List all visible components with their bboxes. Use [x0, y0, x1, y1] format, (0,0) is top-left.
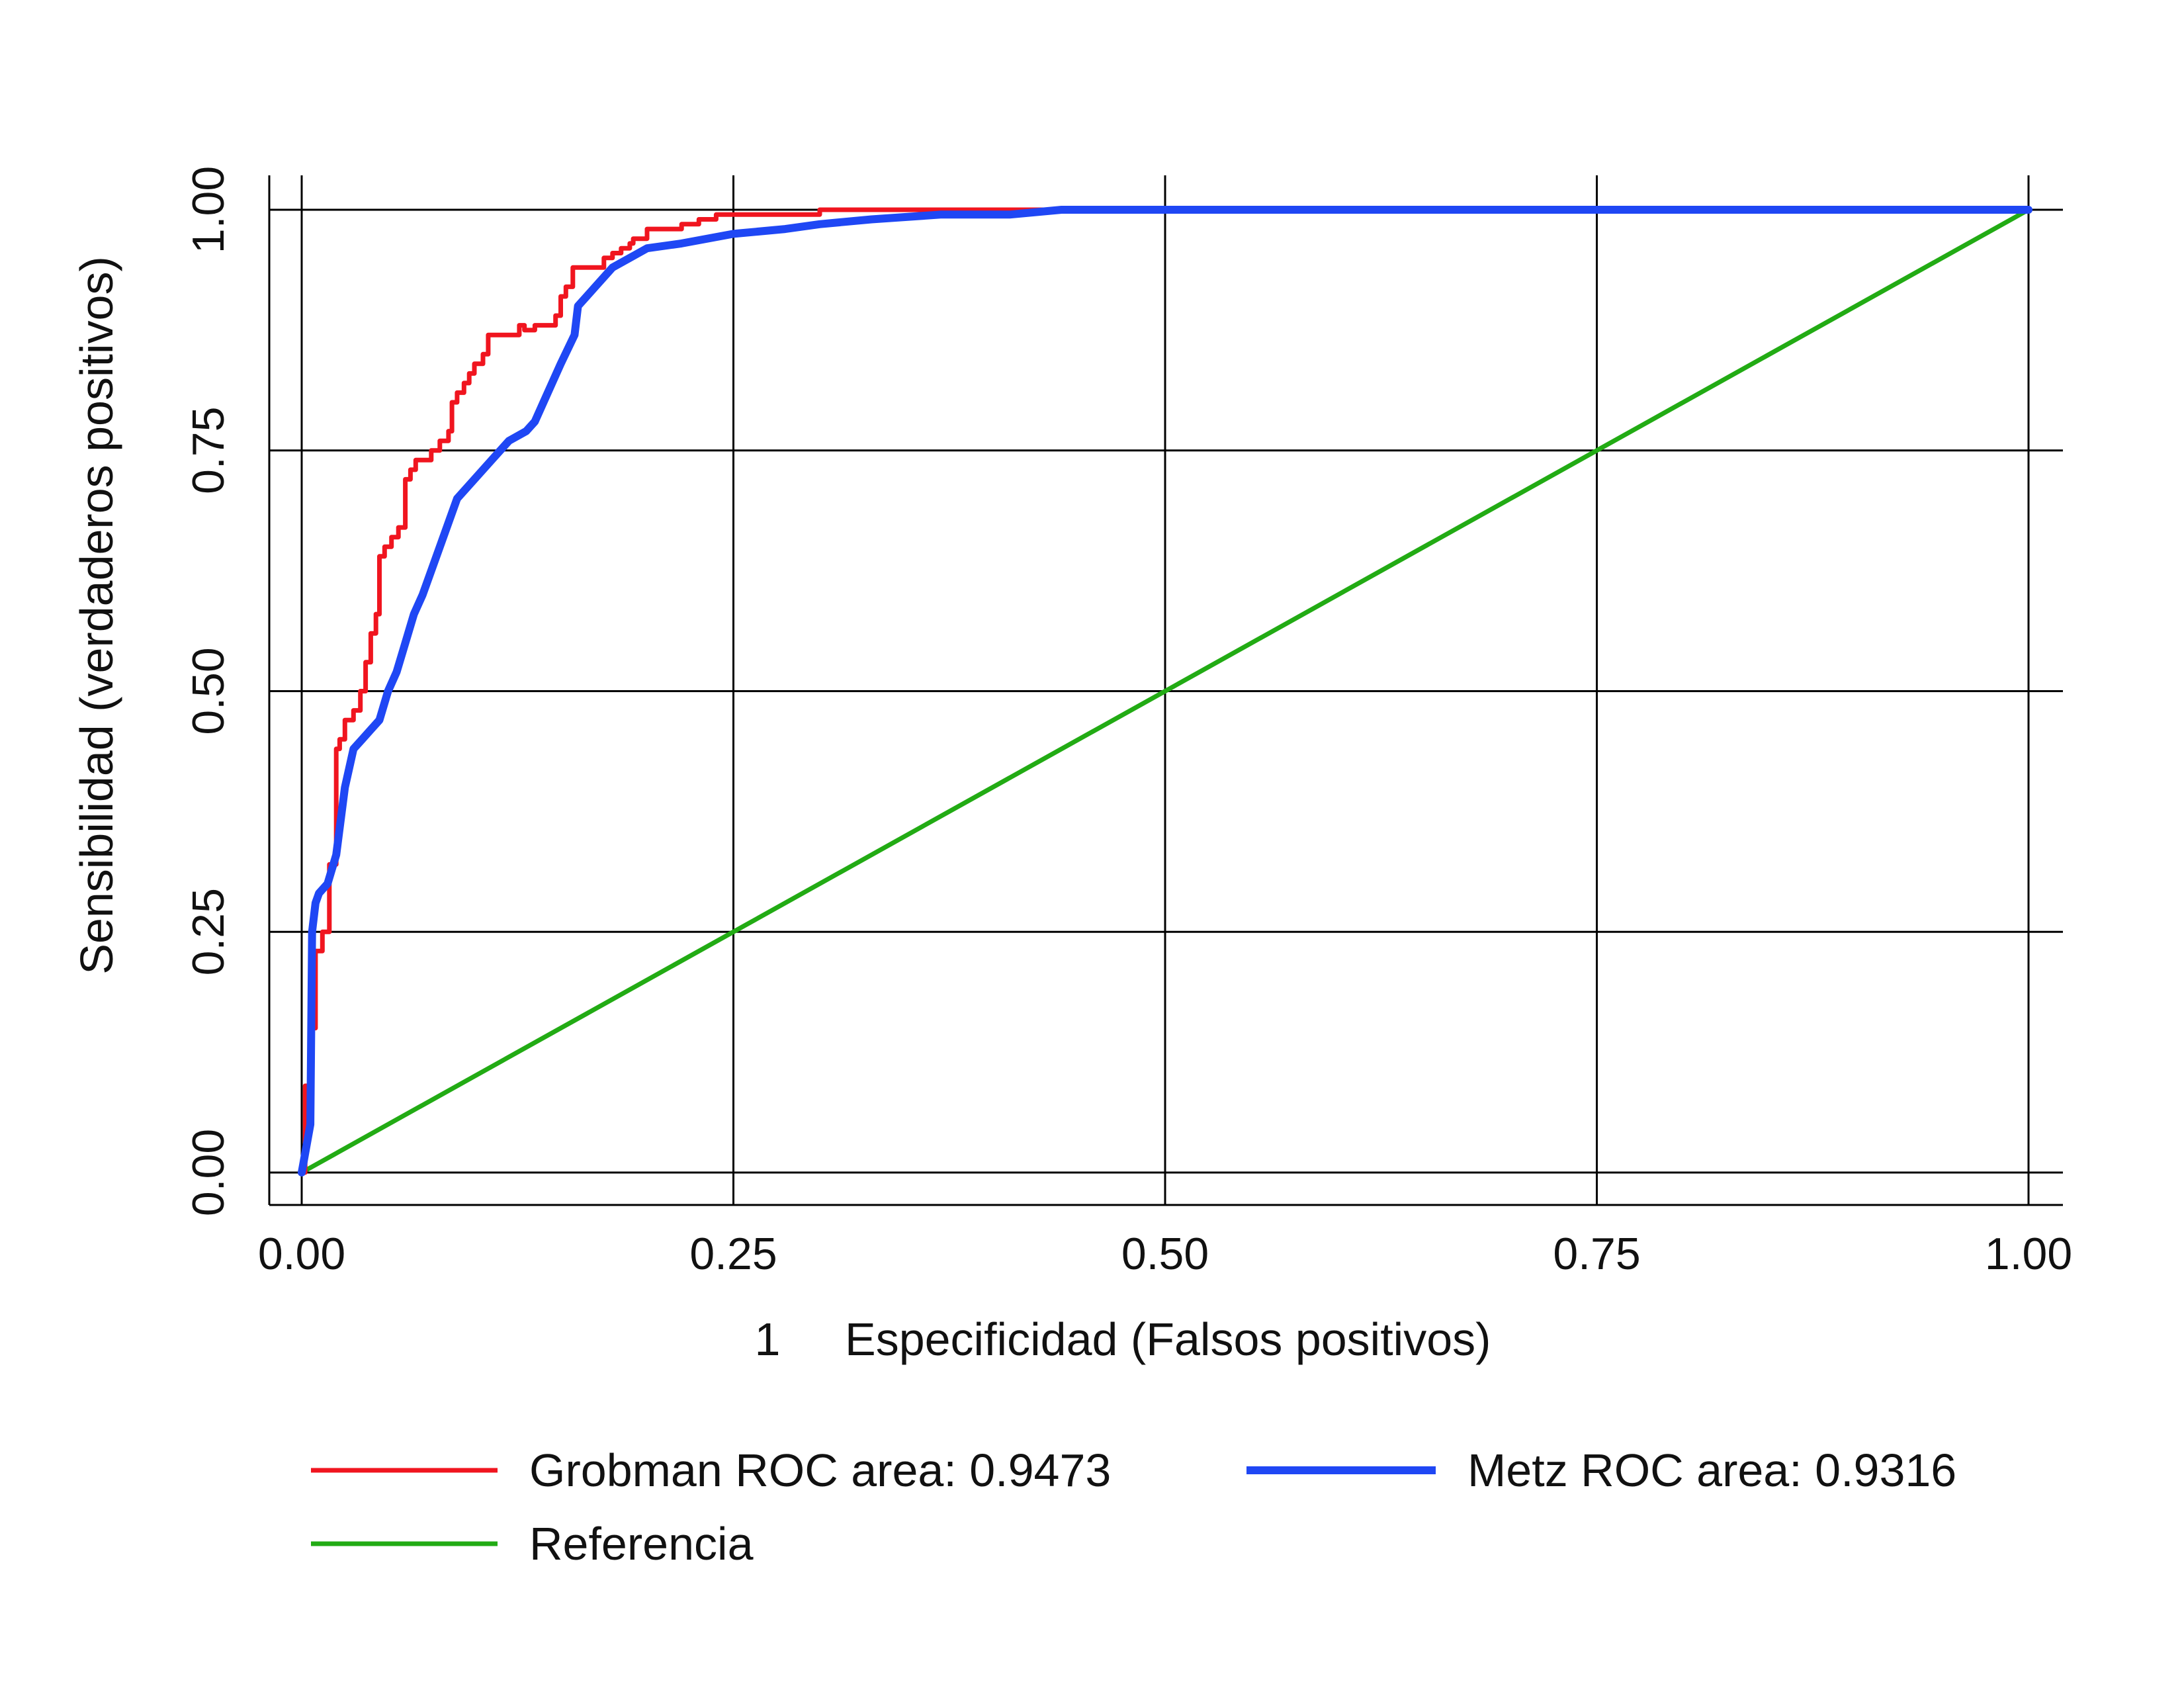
legend-label-grobman: Grobman ROC area: 0.9473 [529, 1444, 1111, 1496]
series-line-grobman [299, 207, 2031, 1175]
x-axis-prefix: 1 [755, 1313, 781, 1365]
tick-labels: 0.00 0.25 0.50 0.75 1.00 0.00 0.25 0.50 0.75 1.00 [183, 166, 2072, 1279]
x-tick-label-0: 0.00 [258, 1229, 345, 1279]
legend: Grobman ROC area: 0.9473 Metz ROC area: 0… [311, 1444, 1956, 1570]
series-line-metz [298, 206, 2032, 1177]
legend-label-referencia: Referencia [529, 1518, 754, 1570]
y-axis-title: Sensibilidad (verdaderos positivos) [71, 256, 122, 975]
x-tick-label-1: 0.25 [689, 1229, 777, 1279]
x-tick-label-4: 1.00 [1985, 1229, 2072, 1279]
x-tick-label-2: 0.50 [1121, 1229, 1209, 1279]
plot-frame [268, 175, 2063, 1206]
y-tick-label-4: 1.00 [183, 166, 234, 253]
y-tick-label-0: 0.00 [183, 1129, 234, 1216]
x-axis-title: Especificidad (Falsos positivos) [845, 1313, 1491, 1365]
x-tick-label-3: 0.75 [1553, 1229, 1640, 1279]
series-line-referencia [299, 207, 2031, 1175]
y-tick-label-2: 0.50 [183, 647, 234, 734]
y-tick-label-3: 0.75 [183, 407, 234, 494]
y-tick-label-1: 0.25 [183, 888, 234, 975]
series-lines [298, 206, 2032, 1177]
legend-label-metz: Metz ROC area: 0.9316 [1467, 1444, 1956, 1496]
